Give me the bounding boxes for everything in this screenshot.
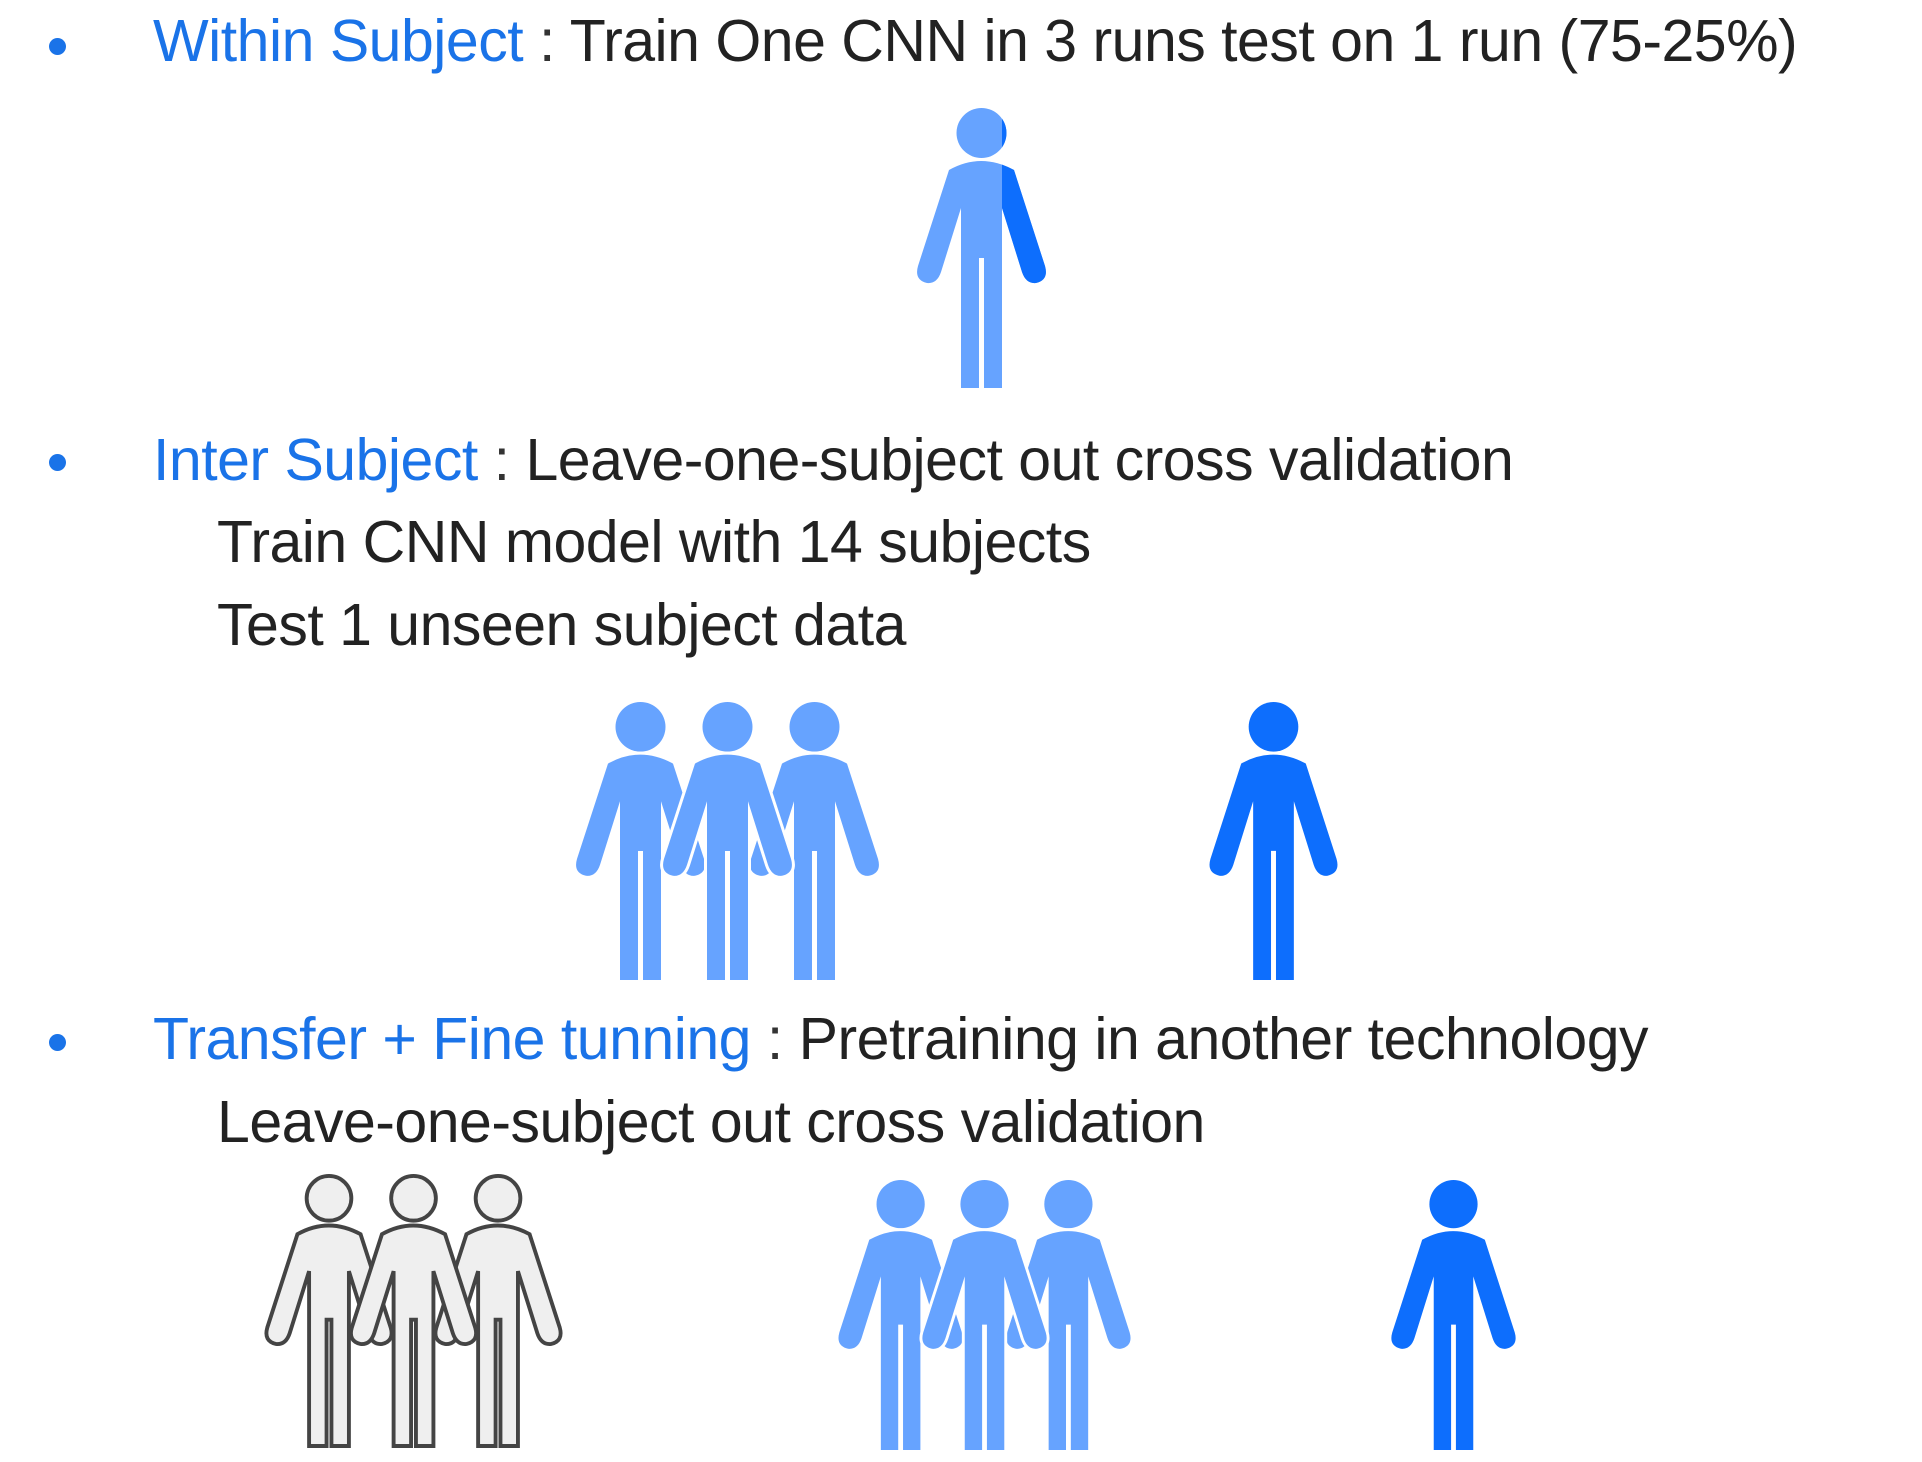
- person-group-light-icon: [838, 1177, 1130, 1450]
- within-subject-text: Train One CNN in 3 runs test on 1 run (7…: [569, 8, 1798, 74]
- bullet-inter: [49, 454, 66, 471]
- transfer-test-person: [1391, 1180, 1516, 1450]
- inter-subject-line: Inter Subject : Leave-one-subject out cr…: [153, 425, 1514, 495]
- person-split-icon: [917, 108, 1046, 388]
- transfer-separator: :: [750, 1006, 799, 1072]
- transfer-line: Transfer + Fine tunning : Pretraining in…: [153, 1004, 1649, 1074]
- inter-subject-subline-1: Train CNN model with 14 subjects: [217, 509, 1091, 575]
- transfer-subline-1: Leave-one-subject out cross validation: [217, 1089, 1205, 1155]
- inter-train-group: [573, 699, 883, 980]
- person-group-outline-icon: [264, 1174, 563, 1448]
- inter-test-person: [1209, 702, 1338, 980]
- within-subject-heading: Within Subject: [153, 8, 524, 74]
- inter-subject-heading: Inter Subject: [153, 427, 478, 493]
- inter-subject-subline-2: Test 1 unseen subject data: [217, 592, 906, 658]
- transfer-pretrain-group: [264, 1174, 563, 1448]
- bullet-transfer: [49, 1034, 66, 1051]
- bullet-within: [49, 38, 66, 55]
- transfer-heading: Transfer + Fine tunning: [153, 1006, 751, 1072]
- person-dark-icon: [1391, 1180, 1516, 1450]
- person-dark-icon: [1209, 702, 1338, 980]
- person-group-light-icon: [576, 699, 879, 980]
- inter-subject-separator: :: [477, 427, 526, 493]
- within-subject-line: Within Subject : Train One CNN in 3 runs…: [153, 6, 1798, 76]
- transfer-train-group: [830, 1177, 1140, 1450]
- inter-subject-text: Leave-one-subject out cross validation: [525, 427, 1514, 493]
- transfer-text: Pretraining in another technology: [798, 1006, 1649, 1072]
- within-subject-figure: [917, 108, 1046, 388]
- within-subject-separator: :: [523, 8, 570, 74]
